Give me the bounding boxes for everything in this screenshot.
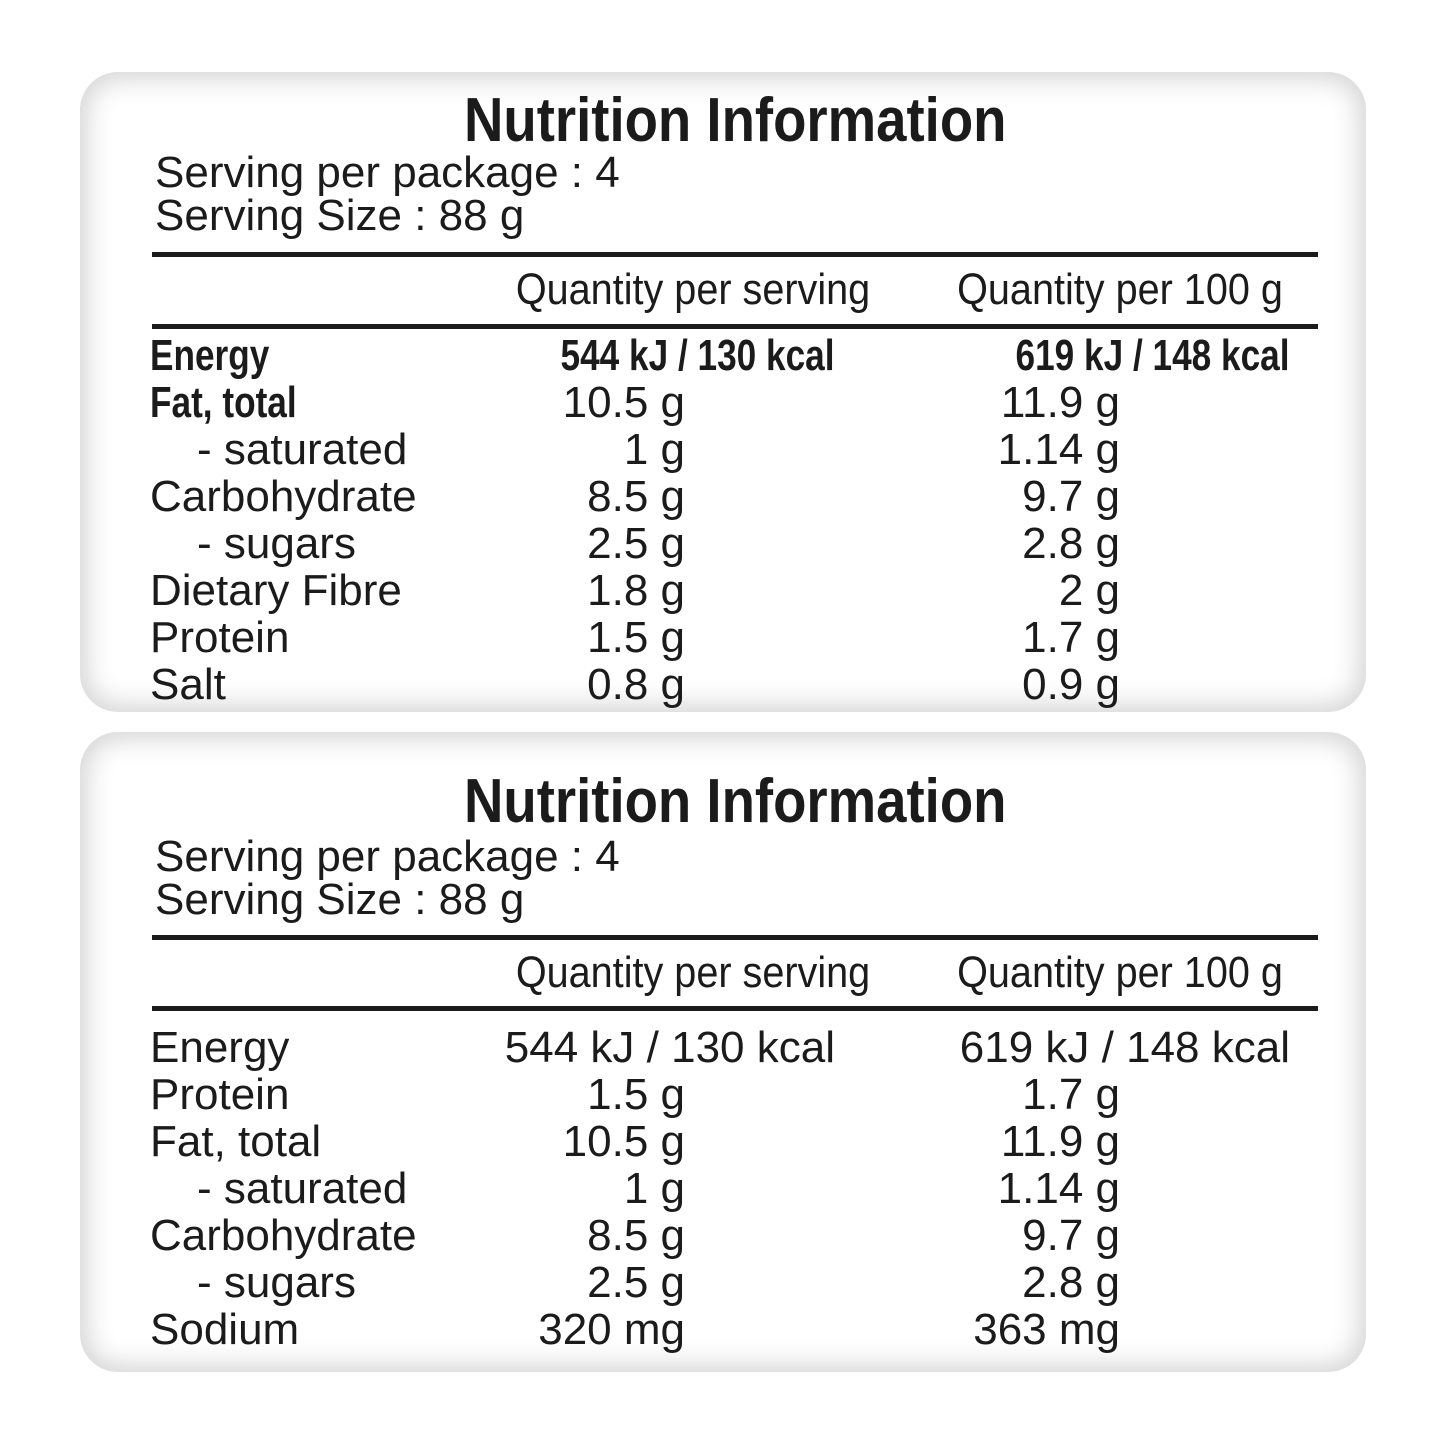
serving-info: Serving per package : 4 Serving Size : 8… [155, 148, 620, 240]
nutrient-value-per-100g: 9.7 g [1022, 1210, 1120, 1260]
nutrient-label: Energy [150, 330, 270, 380]
nutrient-label: Fat, total [150, 1116, 322, 1166]
nutrient-label: Dietary Fibre [150, 565, 402, 615]
panel-title: Nutrition Information [152, 771, 1318, 833]
column-header-per-100g: Quantity per 100 g [957, 265, 1283, 314]
table-row-fat: Fat, total 10.5 g 11.9 g [80, 377, 1366, 427]
nutrient-label: Sodium [150, 1304, 300, 1354]
nutrition-panel-1: Nutrition Information Serving per packag… [80, 72, 1366, 712]
serving-info: Serving per package : 4 Serving Size : 8… [155, 832, 620, 924]
nutrient-label: Carbohydrate [150, 1210, 417, 1260]
nutrient-label: Salt [150, 659, 226, 709]
divider-header [152, 1006, 1318, 1011]
nutrient-value-per-serving: 2.5 g [587, 518, 685, 568]
nutrient-value-per-serving: 544 kJ / 130 kcal [560, 330, 835, 380]
nutrient-value-per-100g: 9.7 g [1022, 471, 1120, 521]
serving-per-package: Serving per package : 4 [155, 148, 620, 197]
divider-top [152, 935, 1318, 940]
nutrient-label: Carbohydrate [150, 471, 417, 521]
nutrient-value-per-100g: 363 mg [973, 1304, 1120, 1354]
nutrient-table: Energy 544 kJ / 130 kcal 619 kJ / 148 kc… [80, 330, 1366, 709]
table-row-energy: Energy 544 kJ / 130 kcal 619 kJ / 148 kc… [80, 330, 1366, 380]
serving-size: Serving Size : 88 g [155, 191, 525, 240]
panel-title-text: Nutrition Information [463, 767, 1007, 836]
nutrient-label: - sugars [197, 1257, 356, 1307]
nutrient-value-per-serving: 320 mg [538, 1304, 685, 1354]
table-row-carbohydrate: Carbohydrate 8.5 g 9.7 g [80, 1210, 1366, 1260]
table-row-energy: Energy 544 kJ / 130 kcal 619 kJ / 148 kc… [80, 1022, 1366, 1072]
nutrient-value-per-100g: 11.9 g [1000, 377, 1120, 427]
table-row-fat: Fat, total 10.5 g 11.9 g [80, 1116, 1366, 1166]
column-headers: Quantity per serving Quantity per 100 g [80, 268, 1366, 312]
nutrient-value-per-100g: 2 g [1058, 565, 1120, 615]
nutrient-value-per-serving: 2.5 g [587, 1257, 685, 1307]
nutrient-value-per-serving: 1.5 g [587, 1069, 685, 1119]
nutrient-table: Energy 544 kJ / 130 kcal 619 kJ / 148 kc… [80, 1022, 1366, 1354]
nutrient-value-per-serving: 1.8 g [587, 565, 685, 615]
column-header-per-serving: Quantity per serving [515, 265, 871, 314]
nutrient-label: Protein [150, 612, 290, 662]
nutrient-value-per-100g: 1.7 g [1022, 612, 1120, 662]
nutrient-label: - saturated [197, 1163, 408, 1213]
nutrient-value-per-100g: 1.14 g [997, 424, 1120, 474]
column-header-per-100g: Quantity per 100 g [957, 948, 1283, 997]
nutrient-value-per-100g: 0.9 g [1022, 659, 1120, 709]
serving-size: Serving Size : 88 g [155, 875, 525, 924]
serving-per-package: Serving per package : 4 [155, 832, 620, 881]
table-row-sodium: Sodium 320 mg 363 mg [80, 1304, 1366, 1354]
panel-title-text: Nutrition Information [463, 86, 1007, 155]
nutrient-value-per-serving: 1 g [623, 424, 685, 474]
column-headers: Quantity per serving Quantity per 100 g [80, 951, 1366, 995]
nutrient-value-per-serving: 1.5 g [587, 612, 685, 662]
table-row-salt: Salt 0.8 g 0.9 g [80, 659, 1366, 709]
nutrient-label: - saturated [197, 424, 408, 474]
nutrient-value-per-serving: 10.5 g [562, 377, 685, 427]
nutrient-value-per-serving: 8.5 g [587, 1210, 685, 1260]
nutrient-value-per-serving: 1 g [623, 1163, 685, 1213]
table-row-sugars: - sugars 2.5 g 2.8 g [80, 518, 1366, 568]
nutrient-label: Fat, total [150, 377, 297, 427]
nutrient-value-per-100g: 2.8 g [1022, 1257, 1120, 1307]
column-header-per-serving: Quantity per serving [515, 948, 871, 997]
nutrient-value-per-serving: 0.8 g [587, 659, 685, 709]
nutrient-label: Energy [150, 1022, 290, 1072]
nutrient-value-per-100g: 11.9 g [1000, 1116, 1120, 1166]
nutrient-value-per-100g: 1.14 g [997, 1163, 1120, 1213]
table-row-dietary-fibre: Dietary Fibre 1.8 g 2 g [80, 565, 1366, 615]
nutrient-value-per-serving: 544 kJ / 130 kcal [504, 1022, 835, 1072]
nutrient-value-per-100g: 1.7 g [1022, 1069, 1120, 1119]
nutrient-value-per-serving: 10.5 g [562, 1116, 685, 1166]
table-row-protein: Protein 1.5 g 1.7 g [80, 612, 1366, 662]
nutrition-panel-2: Nutrition Information Serving per packag… [80, 732, 1366, 1372]
nutrient-label: Protein [150, 1069, 290, 1119]
nutrient-value-per-100g: 619 kJ / 148 kcal [959, 1022, 1290, 1072]
nutrient-value-per-100g: 619 kJ / 148 kcal [1015, 330, 1290, 380]
nutrient-value-per-serving: 8.5 g [587, 471, 685, 521]
table-row-protein: Protein 1.5 g 1.7 g [80, 1069, 1366, 1119]
panel-title: Nutrition Information [152, 90, 1318, 152]
table-row-saturated: - saturated 1 g 1.14 g [80, 1163, 1366, 1213]
table-row-sugars: - sugars 2.5 g 2.8 g [80, 1257, 1366, 1307]
table-row-saturated: - saturated 1 g 1.14 g [80, 424, 1366, 474]
nutrient-label: - sugars [197, 518, 356, 568]
divider-top [152, 252, 1318, 257]
divider-header [152, 324, 1318, 329]
nutrient-value-per-100g: 2.8 g [1022, 518, 1120, 568]
table-row-carbohydrate: Carbohydrate 8.5 g 9.7 g [80, 471, 1366, 521]
